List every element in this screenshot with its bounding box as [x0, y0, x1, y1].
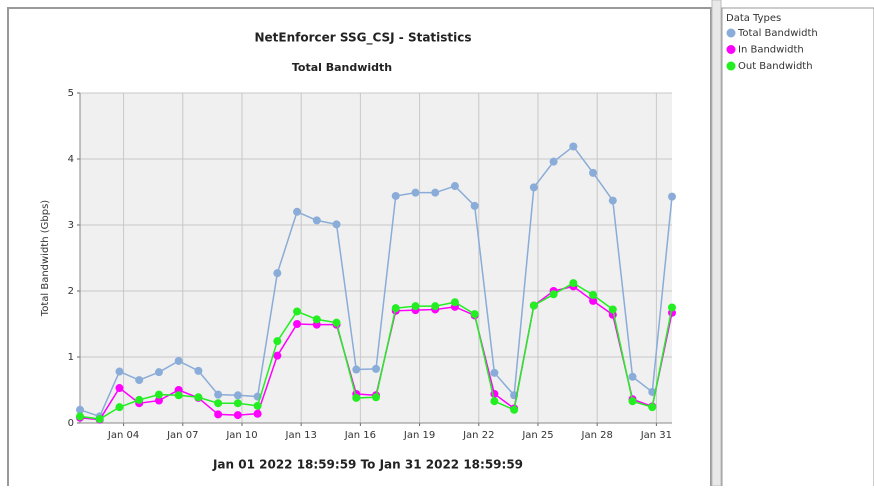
data-point: [628, 397, 637, 406]
data-point: [194, 366, 203, 375]
legend-swatch: [726, 45, 736, 54]
data-point: [135, 395, 144, 404]
data-point: [648, 403, 657, 412]
data-point: [510, 405, 519, 414]
data-point: [529, 301, 538, 310]
data-point: [253, 401, 262, 410]
data-point: [470, 201, 479, 210]
data-point: [174, 391, 183, 400]
y-tick-label: 0: [68, 418, 74, 429]
data-point: [95, 415, 104, 424]
x-tick-label: Jan 19: [403, 430, 435, 441]
data-point: [352, 365, 361, 374]
x-tick-label: Jan 25: [521, 430, 553, 441]
y-tick-label: 5: [68, 88, 74, 99]
legend-swatch: [726, 61, 736, 71]
x-tick-label: Jan 13: [285, 430, 317, 441]
data-point: [589, 168, 598, 177]
data-point: [668, 192, 676, 201]
data-point: [431, 302, 440, 311]
legend-swatch: [726, 28, 736, 38]
data-point: [214, 390, 223, 399]
data-point: [293, 207, 302, 216]
data-point: [174, 356, 183, 365]
x-tick-label: Jan 16: [344, 430, 376, 441]
data-point: [668, 303, 676, 312]
x-tick-label: Jan 22: [462, 430, 494, 441]
data-point: [233, 391, 242, 400]
data-point: [352, 393, 361, 402]
legend-label: In Bandwidth: [738, 45, 804, 56]
data-point: [76, 412, 84, 421]
data-point: [608, 196, 617, 205]
data-point: [293, 307, 302, 316]
data-point: [549, 290, 558, 299]
y-tick-label: 3: [68, 220, 74, 231]
data-point: [411, 302, 420, 311]
data-point: [273, 269, 282, 278]
data-point: [529, 183, 538, 192]
y-tick-label: 4: [68, 154, 74, 165]
data-point: [470, 310, 479, 319]
data-point: [154, 390, 163, 399]
x-tick-label: Jan 07: [166, 430, 198, 441]
plot-area: [80, 93, 672, 423]
data-point: [312, 315, 321, 324]
data-point: [273, 337, 282, 346]
data-point: [391, 191, 400, 200]
splitter[interactable]: [711, 0, 722, 487]
legend-panel: [721, 7, 874, 489]
data-point: [135, 376, 144, 385]
y-axis-label: Total Bandwidth (Gbps): [40, 200, 51, 318]
data-point: [253, 409, 262, 418]
data-point: [589, 296, 598, 305]
x-tick-label: Jan 31: [640, 430, 672, 441]
data-point: [273, 351, 282, 360]
data-point: [411, 188, 420, 197]
data-point: [569, 142, 578, 151]
data-point: [115, 384, 124, 393]
x-tick-label: Jan 28: [581, 430, 613, 441]
data-point: [450, 182, 459, 191]
data-point: [450, 298, 459, 307]
data-point: [293, 320, 302, 328]
chart-subtitle: Total Bandwidth: [292, 61, 392, 74]
data-point: [154, 368, 163, 377]
data-point: [115, 367, 124, 376]
data-point: [608, 305, 617, 314]
data-point: [490, 397, 499, 406]
data-point: [115, 403, 124, 412]
data-point: [628, 372, 637, 381]
data-point: [569, 279, 578, 288]
data-point: [214, 399, 223, 408]
data-point: [372, 364, 380, 373]
y-tick-label: 2: [68, 286, 74, 297]
data-point: [431, 188, 440, 197]
x-tick-label: Jan 10: [225, 430, 257, 441]
data-point: [549, 157, 558, 166]
data-point: [589, 290, 598, 299]
footer: Jan 01 2022 18:59:59 To Jan 31 2022 18:5…: [212, 458, 523, 472]
data-point: [76, 405, 84, 414]
legend-title: Data Types: [726, 13, 781, 24]
data-point: [214, 410, 223, 419]
data-point: [233, 411, 242, 420]
data-point: [332, 220, 341, 229]
data-point: [233, 399, 242, 408]
chart-title: NetEnforcer SSG_CSJ - Statistics: [254, 31, 471, 46]
data-point: [312, 216, 321, 225]
data-point: [391, 304, 400, 313]
x-tick-label: Jan 04: [107, 430, 139, 441]
data-point: [194, 393, 203, 402]
data-point: [154, 396, 163, 405]
data-point: [332, 318, 341, 327]
data-point: [490, 368, 499, 377]
legend-label: Total Bandwidth: [737, 28, 818, 39]
legend-label: Out Bandwidth: [738, 61, 813, 72]
y-tick-label: 1: [68, 352, 74, 363]
data-point: [372, 393, 380, 402]
